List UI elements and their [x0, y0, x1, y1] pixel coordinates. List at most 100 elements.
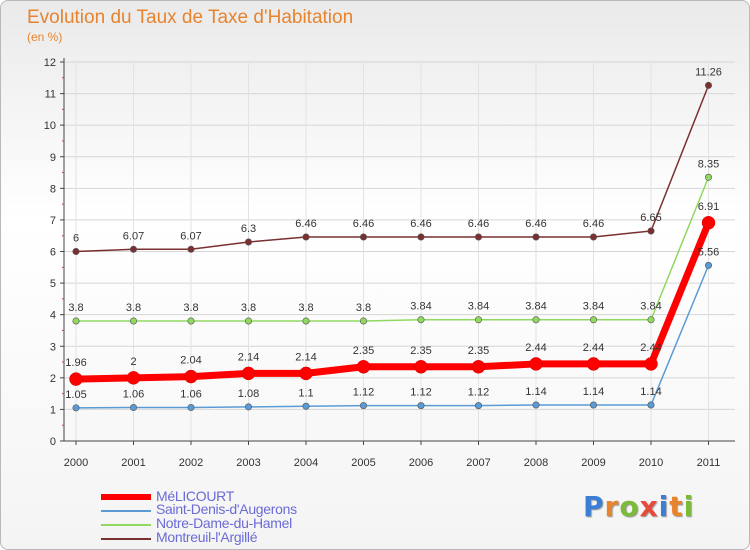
data-point [532, 233, 540, 241]
data-point [471, 360, 486, 374]
data-point [184, 369, 198, 384]
data-point [130, 404, 138, 412]
data-label: 2.44 [583, 342, 604, 354]
data-label: 3.84 [583, 301, 604, 313]
series-line [75, 84, 710, 253]
data-label: 6.46 [410, 218, 431, 230]
data-label: 2.44 [640, 342, 661, 354]
logo-letter: P [583, 490, 605, 523]
y-tick-label: 12 [44, 57, 56, 69]
data-point [356, 360, 371, 374]
data-label: 3.84 [640, 301, 661, 313]
data-point [245, 403, 253, 411]
data-point [586, 357, 601, 371]
data-label: 2.44 [525, 342, 546, 354]
data-point [589, 316, 597, 324]
data-point [589, 401, 597, 409]
data-point [72, 404, 80, 412]
chart-title: Evolution du Taux de Taxe d'Habitation [27, 7, 354, 28]
data-point [474, 402, 482, 410]
y-tick-label: 0 [50, 436, 56, 448]
data-point [647, 401, 655, 409]
data-point [647, 316, 655, 324]
legend-swatch-montreuil [101, 538, 151, 540]
data-point [130, 245, 138, 253]
data-label: 6.46 [583, 218, 604, 230]
data-label: 6.65 [640, 212, 661, 224]
y-tick-label: 8 [50, 183, 56, 195]
data-label: 1.14 [640, 386, 661, 398]
data-point [359, 402, 367, 410]
data-point [417, 233, 425, 241]
data-point [474, 316, 482, 324]
data-point [126, 371, 141, 385]
data-point [704, 261, 712, 269]
data-point [359, 233, 367, 241]
y-tick-label: 11 [45, 89, 56, 101]
data-point [589, 233, 597, 241]
data-label: 1.06 [123, 389, 144, 401]
data-label: 2.35 [410, 345, 431, 357]
data-point [532, 401, 540, 409]
data-label: 3.84 [525, 301, 546, 313]
logo-letter: o [619, 490, 640, 523]
data-label: 1.1 [298, 387, 313, 399]
x-tick-label: 2006 [409, 457, 433, 469]
series-line [75, 264, 710, 409]
data-label: 3.84 [468, 301, 489, 313]
data-point [187, 404, 195, 412]
data-label: 6.46 [353, 218, 374, 230]
x-tick-label: 2008 [524, 457, 548, 469]
data-label: 8.35 [698, 158, 719, 170]
data-point [474, 233, 482, 241]
data-label: 2.35 [468, 345, 489, 357]
y-tick-label: 5 [50, 278, 56, 290]
data-point [704, 173, 712, 181]
logo-letter: i [658, 490, 670, 523]
y-tick-label: 2 [50, 373, 56, 385]
data-label: 6.3 [241, 223, 256, 235]
y-tick-label: 9 [50, 152, 56, 164]
data-point [302, 317, 310, 325]
data-point [72, 248, 80, 256]
data-point [414, 360, 428, 374]
x-tick-label: 2011 [697, 457, 721, 469]
data-point [130, 317, 138, 325]
chart-subtitle: (en %) [27, 30, 63, 44]
x-tick-label: 2004 [294, 457, 318, 469]
data-label: 1.12 [410, 387, 431, 399]
data-label: 1.14 [525, 386, 546, 398]
data-point [245, 238, 253, 246]
series-line [75, 176, 710, 322]
logo-letter: x [639, 490, 659, 523]
legend-label-melicourt: MéLICOURT [156, 488, 234, 504]
data-label: 2.04 [180, 355, 201, 367]
data-label: 2.14 [238, 351, 259, 363]
data-point [302, 402, 310, 410]
data-point [69, 372, 83, 386]
data-point [72, 317, 80, 325]
legend-label-notre-dame: Notre-Dame-du-Hamel [156, 515, 292, 531]
logo-letter: t [669, 490, 684, 523]
y-tick-label: 1 [50, 404, 56, 416]
data-point [701, 216, 716, 230]
data-point [299, 366, 313, 381]
data-label: 3.8 [298, 302, 313, 314]
data-label: 1.12 [468, 387, 489, 399]
data-point [644, 357, 658, 371]
data-point [704, 81, 712, 89]
data-point [529, 357, 543, 371]
data-label: 6.46 [295, 218, 316, 230]
data-label: 3.8 [356, 302, 371, 314]
data-point [647, 227, 655, 235]
data-label: 3.8 [68, 302, 83, 314]
data-label: 6.46 [468, 218, 489, 230]
data-point [532, 316, 540, 324]
data-label: 6.46 [525, 218, 546, 230]
x-tick-label: 2000 [64, 457, 88, 469]
data-label: 1.05 [65, 389, 86, 401]
data-point [241, 366, 256, 381]
series-line [72, 219, 712, 383]
data-label: 5.56 [698, 246, 719, 258]
